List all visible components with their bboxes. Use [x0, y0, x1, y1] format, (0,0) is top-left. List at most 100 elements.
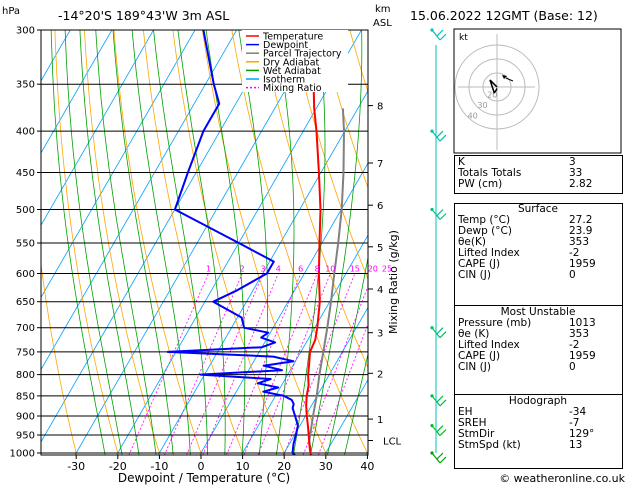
legend-label: Isotherm: [263, 75, 305, 86]
wind-barb-flag: [439, 213, 447, 220]
wind-barb: [430, 326, 447, 339]
km-tick-label: 5: [377, 243, 383, 254]
km-tick-label: 2: [377, 369, 383, 380]
index-value: 2.82: [569, 178, 593, 190]
wind-barb-flag: [436, 425, 444, 433]
wet-adiabat-line: [112, 30, 174, 455]
temp-tick-label: -10: [150, 460, 168, 473]
wind-barbs: [430, 28, 447, 464]
parcel-trajectory-line: [308, 108, 345, 455]
index-label: PW (cm): [458, 178, 503, 190]
mu-label: θe (K): [458, 328, 490, 340]
index-label: Totals Totals: [458, 167, 522, 179]
isotherm-line: [41, 30, 154, 226]
dry-adiabat-line: [83, 30, 161, 455]
hodograph-trace: [489, 79, 498, 94]
surface-value: 27.2: [569, 214, 593, 226]
wet-adiabat-line: [238, 30, 268, 455]
index-label: K: [458, 156, 465, 168]
isotherm-line: [0, 6, 1, 470]
pressure-tick-label: 600: [16, 269, 35, 280]
wind-barb-shaft: [431, 452, 441, 464]
table-row: CIN (J) 0: [455, 270, 621, 281]
indices-box: [454, 155, 623, 194]
wind-barb-flag: [439, 456, 447, 464]
legend-label: Mixing Ratio: [263, 83, 322, 94]
km-tick-label: 7: [377, 159, 383, 170]
pressure-tick-label: 900: [16, 412, 35, 423]
wind-barb-flag: [436, 209, 444, 216]
dry-adiabat-line: [260, 30, 368, 369]
pressure-tick-label: 950: [16, 431, 35, 442]
wind-barb: [430, 394, 447, 407]
wet-adiabat-line: [153, 30, 208, 455]
datetime-title: 15.06.2022 12GMT (Base: 12): [410, 8, 598, 23]
isotherm-line: [41, 30, 238, 371]
table-row: Temp (°C) 27.2: [455, 215, 621, 226]
wind-barb-flag: [436, 327, 444, 335]
mu-value: 353: [569, 328, 590, 340]
surface-value: 0: [569, 269, 576, 281]
isotherm-line: [324, 378, 368, 455]
temp-tick-label: 40: [360, 460, 374, 473]
surface-title: Surface: [517, 203, 558, 215]
hodograph-kt-label: kt: [459, 33, 468, 43]
legend-label: Parcel Trajectory: [263, 49, 342, 60]
mu-value: -2: [569, 339, 580, 351]
dry-adiabat-line: [41, 260, 78, 455]
most-unstable-table: Most Unstable Pressure (mb) 1013 θe (K) 35…: [455, 307, 621, 373]
dry-adiabat-line: [172, 30, 286, 455]
surface-value: -2: [569, 247, 580, 259]
hodograph-table-box: [454, 394, 623, 469]
hodo-value: -34: [569, 406, 587, 418]
wet-adiabat-line: [50, 30, 106, 455]
surface-label: CAPE (J): [458, 258, 501, 270]
mixing-ratio-tick-label: 15: [350, 265, 360, 274]
wind-barb: [430, 424, 447, 437]
mu-value: 1959: [569, 350, 596, 362]
profiles: [166, 30, 345, 455]
storm-motion-arrowhead: [502, 75, 507, 79]
mixing-ratio-line: [283, 273, 356, 455]
hpa-axis-title: hPa: [2, 6, 20, 17]
most-unstable-title: Most Unstable: [500, 306, 576, 318]
mu-label: Pressure (mb): [458, 317, 532, 329]
temp-tick-label: 0: [198, 460, 205, 473]
table-row: EH -34: [455, 407, 621, 418]
table-row: Lifted Index -2: [455, 340, 621, 351]
axes: 3003504004505005506006507007508008509009…: [10, 26, 402, 474]
surface-value: 353: [569, 236, 590, 248]
legend-label: Temperature: [262, 32, 323, 43]
mixing-ratio-line: [186, 273, 264, 455]
wind-barb-flag: [436, 395, 444, 403]
dry-adiabat-line: [290, 30, 368, 281]
index-value: 33: [569, 167, 583, 179]
hodograph-ring-label: 40: [468, 112, 478, 121]
table-row: θe(K) 353: [455, 237, 621, 248]
legend-label: Wet Adiabat: [263, 66, 321, 77]
surface-label: Lifted Index: [458, 247, 520, 259]
dry-adiabat-line: [142, 30, 244, 455]
isotherm-line: [157, 90, 368, 455]
pressure-tick-label: 850: [16, 391, 35, 402]
hodo-label: EH: [458, 406, 473, 418]
storm-motion-arrow: [505, 77, 514, 82]
wind-barb: [430, 451, 447, 464]
lcl-label: LCL: [383, 437, 402, 448]
table-row: Dewp (°C) 23.9: [455, 226, 621, 237]
mixing-ratio-tick-label: 25: [382, 265, 392, 274]
mixing-ratio-tick-label: 10: [325, 265, 335, 274]
wind-barb-flag: [436, 130, 444, 138]
dry-adiabat-line: [319, 30, 368, 189]
wet-adiabat-line: [310, 30, 363, 455]
mu-value: 0: [569, 361, 576, 373]
wet-adiabat-line: [205, 30, 246, 455]
pressure-tick-label: 550: [16, 239, 35, 250]
isotherm-line: [41, 30, 113, 154]
dry-adiabat-line: [201, 30, 328, 455]
credit: © weatheronline.co.uk: [499, 472, 625, 485]
